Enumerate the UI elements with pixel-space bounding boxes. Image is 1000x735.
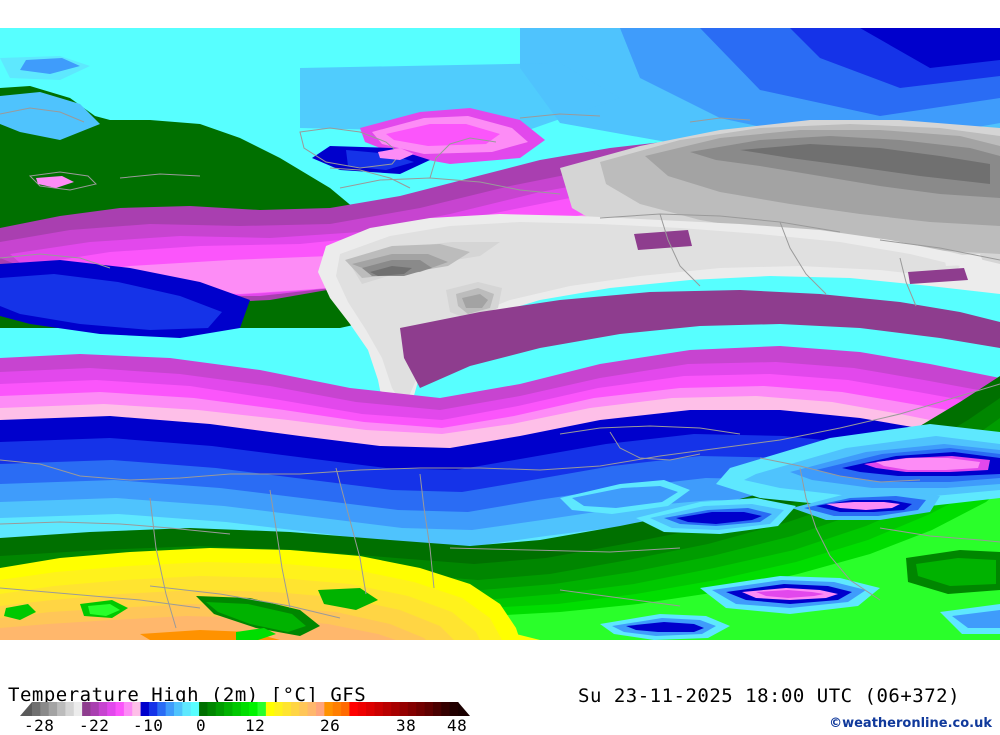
colorbar-segment <box>40 702 50 716</box>
colorbar-segment <box>132 702 141 716</box>
colorbar-segment <box>341 702 350 716</box>
colorbar-segment <box>366 702 375 716</box>
colorbar-segment <box>249 702 258 716</box>
colorbar-segment <box>441 702 451 716</box>
colorbar-segment <box>449 702 459 716</box>
colorbar-segment <box>207 702 217 716</box>
colorbar-segment <box>65 702 75 716</box>
colorbar-segment <box>282 702 292 716</box>
colorbar-segment <box>290 702 300 716</box>
colorbar-tick-0: -28 <box>24 716 55 735</box>
colorbar-segment <box>32 702 41 716</box>
light-grey-tongue <box>318 214 1000 432</box>
colorbar-tick-3: 0 <box>196 716 207 735</box>
colorbar-tick-labels: -28 -22 -10 0 12 26 38 48 <box>0 716 480 735</box>
colorbar-segment <box>157 702 167 716</box>
colorbar-segment <box>123 702 133 716</box>
colorbar-segment <box>73 702 83 716</box>
forecast-timestamp: Su 23-11-2025 18:00 UTC (06+372) <box>578 685 961 707</box>
magenta-cold-arc-upper <box>312 108 545 174</box>
colorbar-left-arrow <box>20 702 32 716</box>
colorbar-segment <box>349 702 359 716</box>
anatolia-green <box>906 550 1000 594</box>
colorbar-segment <box>190 702 200 716</box>
colorbar-segment <box>416 702 425 716</box>
colorbar-segment <box>257 702 267 716</box>
colorbar-segment <box>107 702 116 716</box>
legend-title: Temperature High (2m) [°C] GFS <box>8 684 367 706</box>
colorbar-segment <box>165 702 175 716</box>
colorbar-segments <box>20 702 470 716</box>
island-details <box>36 148 414 188</box>
colorbar-segment <box>174 702 183 716</box>
colorbar-segment <box>391 702 400 716</box>
colorbar-segment <box>82 702 91 716</box>
weather-map-canvas[interactable] <box>0 28 1000 640</box>
colorbar-tick-6: 38 <box>396 716 417 735</box>
colorbar-segment <box>324 702 334 716</box>
colorbar-segment <box>424 702 434 716</box>
colorbar-segment <box>265 702 275 716</box>
colorbar-segment <box>215 702 225 716</box>
colorbar-segment <box>299 702 309 716</box>
colorbar-tick-7: 48 <box>447 716 468 735</box>
colorbar-segment <box>374 702 384 716</box>
colorbar-svg <box>20 702 470 716</box>
colorbar-segment <box>407 702 417 716</box>
colorbar-tick-5: 26 <box>320 716 341 735</box>
colorbar-right-arrow <box>458 702 470 716</box>
colorbar-segment <box>148 702 158 716</box>
colorbar-segment <box>90 702 100 716</box>
colorbar-tick-1: -22 <box>79 716 110 735</box>
temperature-colorbar <box>20 702 470 716</box>
colorbar-segment <box>399 702 409 716</box>
colorbar-segment <box>274 702 283 716</box>
colorbar-segment <box>357 702 367 716</box>
temperature-contour-map <box>0 28 1000 640</box>
colorbar-segment <box>199 702 208 716</box>
colorbar-segment <box>316 702 325 716</box>
colorbar-segment <box>332 702 342 716</box>
colorbar-segment <box>307 702 317 716</box>
colorbar-tick-4: 12 <box>245 716 266 735</box>
plum-rim <box>400 290 1000 388</box>
lower-magenta-belt <box>0 346 1000 464</box>
copyright-notice: ©weatheronline.co.uk <box>829 716 992 731</box>
colorbar-segment <box>140 702 150 716</box>
colorbar-segment <box>57 702 66 716</box>
colorbar-segment <box>115 702 125 716</box>
colorbar-segment <box>182 702 192 716</box>
colorbar-segment <box>98 702 108 716</box>
coastlines-and-borders <box>0 107 1000 629</box>
colorbar-tick-2: -10 <box>133 716 164 735</box>
colorbar-segment <box>382 702 392 716</box>
colorbar-segment <box>240 702 250 716</box>
colorbar-segment <box>224 702 233 716</box>
sahara-green-patches <box>4 588 378 640</box>
colorbar-segment <box>232 702 242 716</box>
colorbar-segment <box>432 702 442 716</box>
grey-cold-core <box>560 120 1000 278</box>
map-footer: Temperature High (2m) [°C] GFS -28 -22 -10… <box>0 640 1000 735</box>
colorbar-segment <box>48 702 58 716</box>
se-cold-pockets <box>560 424 1000 640</box>
